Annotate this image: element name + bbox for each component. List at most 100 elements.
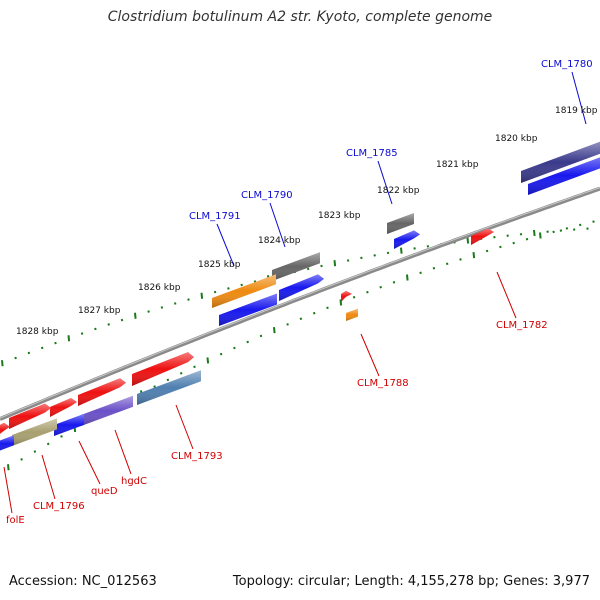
- feature-1788b[interactable]: [346, 308, 358, 321]
- feature-1790[interactable]: [272, 252, 320, 281]
- feature-fole-top-shading: [0, 422, 10, 434]
- scale-ticks: [1, 220, 595, 471]
- leader-line: [377, 160, 393, 205]
- scale-label: 1823 kbp: [318, 211, 361, 221]
- leader-line: [114, 429, 132, 475]
- feature-1790-cds-shading: [279, 274, 324, 301]
- inner-scale-major-tick: [339, 299, 343, 306]
- gene-label[interactable]: CLM_1780: [541, 59, 593, 70]
- feature-fole-top[interactable]: [0, 422, 10, 437]
- inner-scale-minor-tick: [20, 458, 23, 461]
- scale-label: 1822 kbp: [377, 186, 420, 196]
- inner-scale-major-tick: [406, 274, 409, 281]
- outer-scale-minor-tick: [586, 227, 589, 230]
- feature-1791-cds[interactable]: [219, 293, 277, 327]
- outer-scale-major-tick: [1, 360, 4, 367]
- outer-scale-major-tick: [333, 260, 337, 267]
- feature-1796-top-shading: [9, 403, 51, 429]
- gene-label[interactable]: CLM_1791: [189, 211, 241, 222]
- gene-label[interactable]: queD: [91, 486, 118, 497]
- outer-scale-minor-tick: [27, 351, 31, 355]
- inner-scale-minor-tick: [326, 306, 329, 310]
- feature-1780-cds[interactable]: [528, 156, 600, 195]
- feature-1796[interactable]: [12, 418, 57, 446]
- feature-1780[interactable]: [521, 141, 600, 183]
- outer-scale-minor-tick: [346, 259, 350, 262]
- outer-scale-major-tick: [134, 312, 137, 319]
- feature-1791[interactable]: [212, 274, 276, 308]
- inner-scale-minor-tick: [46, 442, 50, 446]
- outer-scale-minor-tick: [213, 290, 217, 294]
- inner-scale-major-tick: [206, 357, 210, 364]
- feature-1780-shading: [521, 141, 600, 183]
- gene-label[interactable]: folE: [6, 515, 25, 526]
- inner-scale-minor-tick: [379, 285, 382, 289]
- gene-label[interactable]: CLM_1793: [171, 451, 223, 462]
- leader-line: [41, 454, 56, 500]
- outer-scale-minor-tick: [120, 318, 124, 322]
- outer-scale-minor-tick: [386, 251, 390, 255]
- outer-scale-major-tick: [67, 335, 71, 342]
- inner-scale-minor-tick: [299, 317, 303, 321]
- feature-1785-cds[interactable]: [394, 230, 420, 249]
- label-leaders: [3, 71, 587, 514]
- feature-1785-cds-shading: [394, 230, 420, 249]
- inner-scale-minor-tick: [352, 295, 356, 299]
- feature-fole-shading: [0, 435, 14, 451]
- outer-scale-major-tick: [533, 229, 536, 237]
- feature-1788a[interactable]: [341, 290, 352, 302]
- scale-label: 1828 kbp: [16, 327, 59, 337]
- feature-1796-top[interactable]: [9, 403, 51, 430]
- feature-1791-shading: [212, 274, 276, 308]
- map-labels: 1819 kbp 1820 kbp 1821 kbp 1822 kbp 1823 kbp…: [6, 59, 598, 526]
- scale-label: 1821 kbp: [436, 160, 479, 170]
- leader-line: [216, 223, 235, 267]
- inner-scale-minor-tick: [366, 290, 369, 294]
- leader-line: [496, 271, 517, 319]
- inner-scale-minor-tick: [592, 220, 595, 223]
- feature-1790-cds[interactable]: [279, 274, 324, 301]
- inner-scale-minor-tick: [33, 450, 37, 453]
- inner-scale-minor-tick: [219, 352, 223, 356]
- inner-scale-minor-tick: [565, 227, 569, 230]
- gene-features: [0, 141, 600, 452]
- feature-hgdc[interactable]: [81, 395, 133, 426]
- outer-scale-minor-tick: [306, 267, 310, 271]
- feature-1788b-shading: [346, 308, 358, 321]
- feature-qued[interactable]: [54, 413, 84, 436]
- inner-scale-minor-tick: [246, 340, 249, 344]
- gene-label[interactable]: CLM_1788: [357, 378, 409, 389]
- gene-label[interactable]: CLM_1790: [241, 190, 293, 201]
- inner-scale-minor-tick: [485, 249, 489, 253]
- genome-backbone: [0, 186, 600, 421]
- feature-1793[interactable]: [137, 370, 201, 405]
- inner-scale-major-tick: [539, 232, 542, 239]
- feature-qued-top[interactable]: [50, 398, 77, 417]
- accession-text: Accession: NC_012563: [9, 574, 157, 589]
- inner-scale-major-tick: [7, 464, 10, 471]
- leader-line: [175, 404, 194, 450]
- outer-scale-major-tick: [466, 237, 470, 244]
- gene-label[interactable]: hgdC: [121, 476, 147, 487]
- inner-scale-minor-tick: [60, 435, 63, 438]
- feature-1793-top[interactable]: [132, 352, 194, 386]
- inner-scale-minor-tick: [233, 346, 236, 350]
- gene-label[interactable]: CLM_1785: [346, 148, 398, 159]
- feature-hgdc-top[interactable]: [78, 378, 126, 406]
- outer-scale-minor-tick: [227, 287, 230, 290]
- feature-1793-top-shading: [132, 352, 194, 386]
- feature-fole[interactable]: [0, 435, 14, 452]
- genome-title: Clostridium botulinum A2 str. Kyoto, com…: [107, 9, 493, 25]
- outer-scale-minor-tick: [493, 235, 496, 239]
- leader-line: [269, 202, 286, 248]
- feature-1782[interactable]: [471, 228, 494, 246]
- outer-scale-minor-tick: [54, 341, 57, 345]
- gene-label[interactable]: CLM_1782: [496, 320, 548, 331]
- outer-scale-minor-tick: [94, 327, 97, 331]
- gene-label[interactable]: CLM_1796: [33, 501, 85, 512]
- inner-scale-minor-tick: [392, 280, 396, 284]
- inner-scale-minor-tick: [259, 334, 263, 338]
- inner-scale-major-tick: [273, 327, 276, 334]
- feature-1785[interactable]: [387, 213, 414, 234]
